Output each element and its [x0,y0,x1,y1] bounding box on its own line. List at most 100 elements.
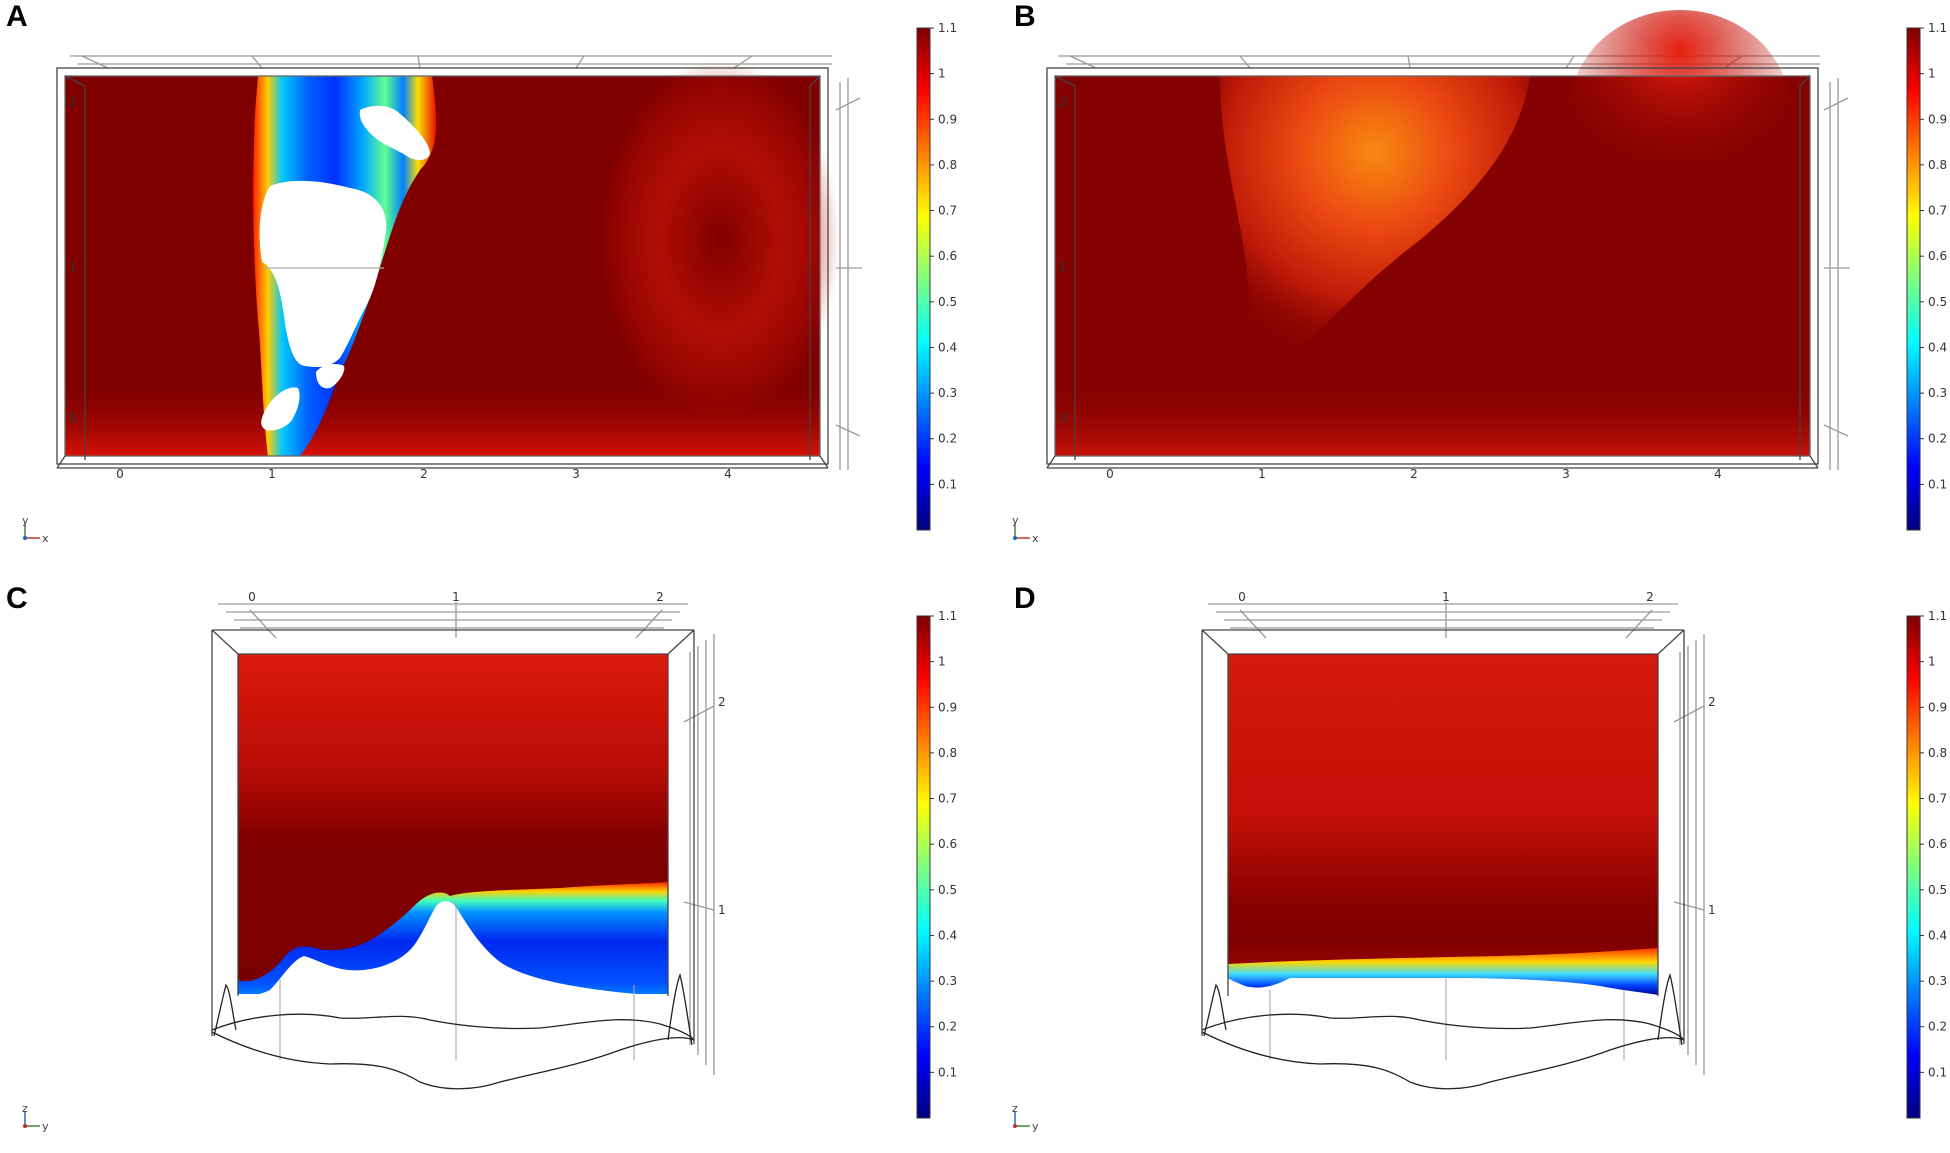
colorbar-d-tick-label: 0.4 [1928,928,1947,942]
colorbar-b-tick-label: 0.5 [1928,295,1947,309]
panel-d-box-frame [1208,602,1705,1075]
z-tick-label: 2 [1708,695,1716,709]
z-tick-label: 1 [718,903,726,917]
colorbar-b-tick-label: 0.2 [1928,432,1947,446]
panel-a-front-frame [56,67,829,469]
colorbar-b-tick-label: 0.4 [1928,340,1947,354]
x-tick-label: 2 [1410,467,1418,481]
y-tick-label: 1 [1442,590,1450,604]
colorbar-a-tick-label: 1.1 [938,21,957,35]
colorbar-d-ramp [1906,615,1921,1119]
panel-d-axis-triad: z y [1012,1102,1039,1133]
y-tick-label: 2 [1646,590,1654,604]
panel-a-void-small [359,105,430,160]
panel-label-a: A [6,0,28,33]
panel-c-ticks: 0 1 2 1 2 [248,590,725,917]
panel-a-triad-up-label: y [22,514,29,527]
panel-c-plot: 0 1 2 1 2 z y [22,590,726,1133]
panel-d-bed-lines [1269,978,1625,1060]
colorbar-a-tick-label: 0.1 [938,477,957,491]
colorbar-c-tick-label: 0.2 [938,1020,957,1034]
colorbar-b-ramp [1906,27,1921,531]
colorbars: 1.1 1 0.9 0.8 0.7 0.6 0.5 0.4 0.3 0.2 0.1 1.1 1 0.9 0.… [916,21,1947,1119]
panel-d-plot: 0 1 2 1 2 z y [1012,590,1716,1133]
colorbar-b-tick-label: 0.3 [1928,386,1947,400]
colorbar-b-tick-label: 1 [1928,67,1936,81]
panel-b-plume [1220,76,1530,380]
colorbar-c-ramp [916,615,931,1119]
y-tick-label: 1 [69,260,77,274]
panel-c-axis-triad: z y [22,1102,49,1133]
panel-b-field-bottom-band [1055,380,1810,456]
panel-b-field-right-zone [1570,10,1790,210]
colorbar-c-tick-label: 0.9 [938,700,957,714]
colorbar-c-tick-label: 1 [938,655,946,669]
colorbar-b-tick-label: 0.1 [1928,477,1947,491]
panel-b-triad-up-label: y [1012,514,1019,527]
colorbar-d-tick-label: 0.5 [1928,883,1947,897]
colorbar-d-tick-label: 0.1 [1928,1065,1947,1079]
z-tick-label: 2 [718,695,726,709]
x-tick-label: 4 [1714,467,1722,481]
colorbar-a-ramp [916,27,931,531]
colorbar-c-tick-label: 0.6 [938,837,957,851]
colorbar-d-tick-label: 0.2 [1928,1020,1947,1034]
panel-a-field-bottom-band [65,380,820,456]
panel-d-bed-profile [1201,972,1685,1090]
colorbar-a-tick-label: 0.2 [938,432,957,446]
panel-b-ticks: 0 1 2 3 4 0 1 2 [1059,95,1722,481]
colorbar-b-tick-label: 1.1 [1928,21,1947,35]
colorbar-c-tick-label: 1.1 [938,609,957,623]
colorbar-d: 1.1 1 0.9 0.8 0.7 0.6 0.5 0.4 0.3 0.2 0.1 [1906,609,1947,1119]
y-tick-label: 0 [1238,590,1246,604]
panel-c-bed-lines [279,900,635,1060]
x-tick-label: 2 [420,467,428,481]
x-tick-label: 1 [1258,467,1266,481]
colorbar-a-tick-label: 0.8 [938,158,957,172]
colorbar-c: 1.1 1 0.9 0.8 0.7 0.6 0.5 0.4 0.3 0.2 0.1 [916,609,957,1119]
panel-d-low-layer [1228,948,1658,995]
colorbar-a-tick-label: 0.3 [938,386,957,400]
z-tick-label: 1 [1708,903,1716,917]
colorbar-d-tick-label: 0.3 [1928,974,1947,988]
panel-c-triad-right-label: y [42,1120,49,1133]
y-tick-label: 0 [1059,411,1067,425]
panel-d-void-region [1228,978,1658,1060]
colorbar-d-tick-label: 0.8 [1928,746,1947,760]
panel-a-ticks: 0 1 2 3 4 0 1 2 [69,95,732,481]
panel-c-box-frame [218,602,715,1075]
panel-b-plot: 0 1 2 3 4 0 1 2 y x [1012,10,1850,545]
colorbar-a-tick-label: 0.9 [938,112,957,126]
x-tick-label: 0 [1106,467,1114,481]
panel-c-front-frame [211,629,695,1044]
x-tick-label: 4 [724,467,732,481]
colorbar-b-tick-label: 0.7 [1928,204,1947,218]
colorbar-d-tick-label: 1.1 [1928,609,1947,623]
colorbar-b-tick-label: 0.6 [1928,249,1947,263]
colorbar-a-tick-label: 0.5 [938,295,957,309]
panel-c-triad-up-label: z [22,1102,28,1115]
panel-a-plot: 0 1 2 3 4 0 1 2 y x [22,55,862,545]
colorbar-d-tick-label: 0.9 [1928,700,1947,714]
colorbar-c-tick-label: 0.8 [938,746,957,760]
panel-a-triad-right-label: x [42,532,49,545]
panel-label-c: C [6,582,28,615]
colorbar-a-tick-label: 1 [938,67,946,81]
colorbar-c-tick-label: 0.4 [938,928,957,942]
colorbar-d-tick-label: 1 [1928,655,1936,669]
panel-b-triad-right-label: x [1032,532,1039,545]
colorbar-d-tick-label: 0.6 [1928,837,1947,851]
panel-a-void-mid [316,364,345,389]
y-tick-label: 2 [69,95,77,109]
y-tick-label: 0 [248,590,256,604]
colorbar-c-tick-label: 0.1 [938,1065,957,1079]
panel-a-field-right-zone [600,60,840,420]
colorbar-c-tick-label: 0.3 [938,974,957,988]
panel-label-d: D [1014,582,1036,615]
colorbar-c-tick-label: 0.7 [938,792,957,806]
panel-a-void-large [259,180,387,368]
y-tick-label: 2 [656,590,664,604]
panel-a-void-bottom [261,387,300,431]
panel-d-front-frame [1201,629,1685,1044]
